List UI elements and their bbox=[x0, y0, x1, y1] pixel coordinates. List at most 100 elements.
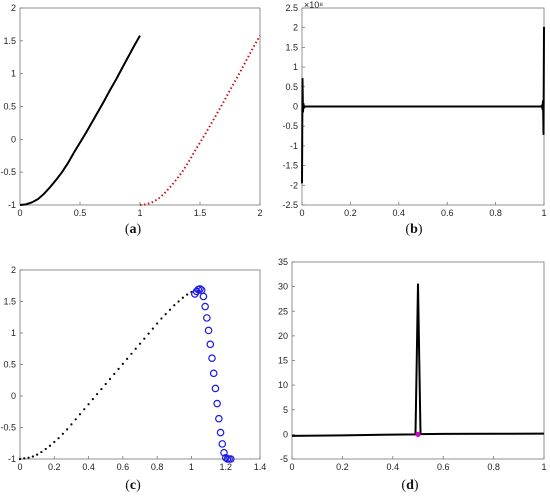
x-tick-label: 0.4 bbox=[387, 462, 400, 472]
y-tick-label: 1.5 bbox=[3, 36, 16, 46]
panel-b: 0 0.2 0.4 0.6 0.8 1 -2.5 -2 -1.5 -1 -0.5 0 0.5 1 1.5 2 2… bbox=[282, 0, 546, 237]
data-point-circle bbox=[199, 292, 208, 301]
panel-c: 0 0.2 0.4 0.6 0.8 1 1.2 1.4 -1 -0.5 0 0.5 1 1.5 2 (c) bbox=[0, 265, 266, 493]
data-point bbox=[61, 432, 64, 435]
y-tick-label: 0 bbox=[11, 134, 16, 144]
data-point bbox=[74, 418, 77, 421]
y-tick-label: 15 bbox=[278, 356, 288, 366]
data-point bbox=[168, 308, 172, 311]
data-point-circle bbox=[221, 453, 230, 462]
y-tick-label: 0.5 bbox=[3, 102, 16, 112]
y-tick-label: -0.5 bbox=[0, 423, 16, 433]
x-tick-label: 1 bbox=[541, 462, 546, 472]
data-point bbox=[36, 453, 39, 456]
data-point-circle bbox=[204, 326, 213, 335]
data-point-circle bbox=[201, 302, 209, 311]
panel-label: (b) bbox=[405, 222, 422, 237]
plot-frame bbox=[19, 269, 261, 460]
data-point-circle bbox=[216, 428, 225, 437]
x-tick-label: 2 bbox=[257, 208, 262, 218]
y-tick-label: 1.5 bbox=[3, 297, 16, 307]
data-point bbox=[186, 293, 189, 296]
y-tick-label: -0.5 bbox=[0, 167, 16, 177]
y-tick-label: 1.5 bbox=[285, 42, 298, 52]
x-tick-label: 1.2 bbox=[219, 462, 232, 472]
x-tick-label: 1 bbox=[189, 462, 194, 472]
x-tick-label: 0.6 bbox=[117, 462, 130, 472]
x-tick-label: 0.5 bbox=[74, 208, 87, 218]
y-tick-label: -1.5 bbox=[282, 161, 298, 171]
x-tick-label: 0.8 bbox=[487, 462, 500, 472]
data-point bbox=[91, 398, 94, 401]
data-point bbox=[126, 357, 129, 360]
series-line bbox=[19, 35, 141, 206]
data-point bbox=[27, 456, 30, 459]
series-line bbox=[301, 26, 545, 184]
data-point bbox=[57, 437, 60, 440]
y-tick-label: 1 bbox=[11, 69, 16, 79]
y-tick-label: -1 bbox=[8, 200, 16, 210]
y-tick-label: 2.5 bbox=[285, 3, 298, 13]
y-tick-label: 0 bbox=[283, 429, 288, 439]
marker-point bbox=[415, 431, 421, 437]
x-tick-label: 1.5 bbox=[194, 208, 207, 218]
data-point bbox=[138, 342, 142, 345]
data-point-circle bbox=[227, 455, 235, 463]
data-point-circle bbox=[209, 369, 218, 378]
x-tick-label: 1.4 bbox=[254, 462, 267, 472]
y-scale-factor: ×10⁸ bbox=[304, 0, 323, 10]
y-tick-label: 20 bbox=[278, 331, 288, 341]
data-point bbox=[104, 382, 107, 386]
x-tick-label: 0 bbox=[17, 208, 22, 218]
x-tick-label: 0 bbox=[299, 208, 304, 218]
data-point bbox=[108, 377, 112, 381]
x-tick-label: 0.4 bbox=[393, 208, 406, 218]
x-tick-label: 0 bbox=[17, 462, 22, 472]
data-point bbox=[143, 337, 146, 340]
y-tick-label: -1 bbox=[290, 141, 298, 151]
data-point bbox=[40, 450, 43, 454]
y-tick-label: 2 bbox=[11, 3, 16, 13]
y-tick-label: 10 bbox=[278, 380, 288, 390]
data-point-circle bbox=[203, 314, 211, 322]
panel-label: (d) bbox=[401, 478, 418, 493]
data-point bbox=[121, 362, 124, 365]
data-point-circle bbox=[211, 384, 220, 393]
y-tick-label: -2.5 bbox=[282, 200, 298, 210]
y-tick-label: 2 bbox=[11, 265, 16, 275]
x-tick-label: 0.4 bbox=[82, 462, 95, 472]
data-point bbox=[134, 347, 137, 350]
data-point bbox=[87, 403, 90, 406]
data-point bbox=[156, 322, 159, 325]
data-point-circle bbox=[215, 414, 223, 423]
y-tick-label: 2 bbox=[293, 23, 298, 33]
data-point bbox=[151, 327, 154, 330]
x-tick-label: 1 bbox=[137, 208, 142, 218]
data-point bbox=[100, 387, 103, 391]
data-point bbox=[147, 332, 150, 335]
y-tick-label: 35 bbox=[278, 257, 288, 267]
data-point bbox=[83, 408, 86, 411]
y-tick-label: -5 bbox=[280, 454, 288, 464]
data-point bbox=[66, 428, 69, 431]
data-point-circle bbox=[206, 340, 215, 349]
y-tick-label: 0.5 bbox=[3, 360, 16, 370]
y-tick-label: 1 bbox=[11, 328, 16, 338]
x-tick-label: 0 bbox=[289, 462, 294, 472]
data-point bbox=[177, 300, 180, 303]
data-point bbox=[117, 367, 120, 371]
y-tick-label: 5 bbox=[283, 405, 288, 415]
y-tick-label: -0.5 bbox=[282, 121, 298, 131]
series-dotted-line bbox=[139, 35, 261, 206]
data-point bbox=[160, 317, 163, 320]
data-point bbox=[164, 313, 167, 316]
y-tick-label: 0 bbox=[11, 391, 16, 401]
x-tick-label: 0.8 bbox=[151, 462, 164, 472]
data-point bbox=[113, 372, 116, 376]
data-point bbox=[18, 457, 22, 461]
x-tick-label: 1 bbox=[541, 208, 546, 218]
data-point bbox=[96, 393, 99, 396]
y-tick-label: 25 bbox=[278, 306, 288, 316]
